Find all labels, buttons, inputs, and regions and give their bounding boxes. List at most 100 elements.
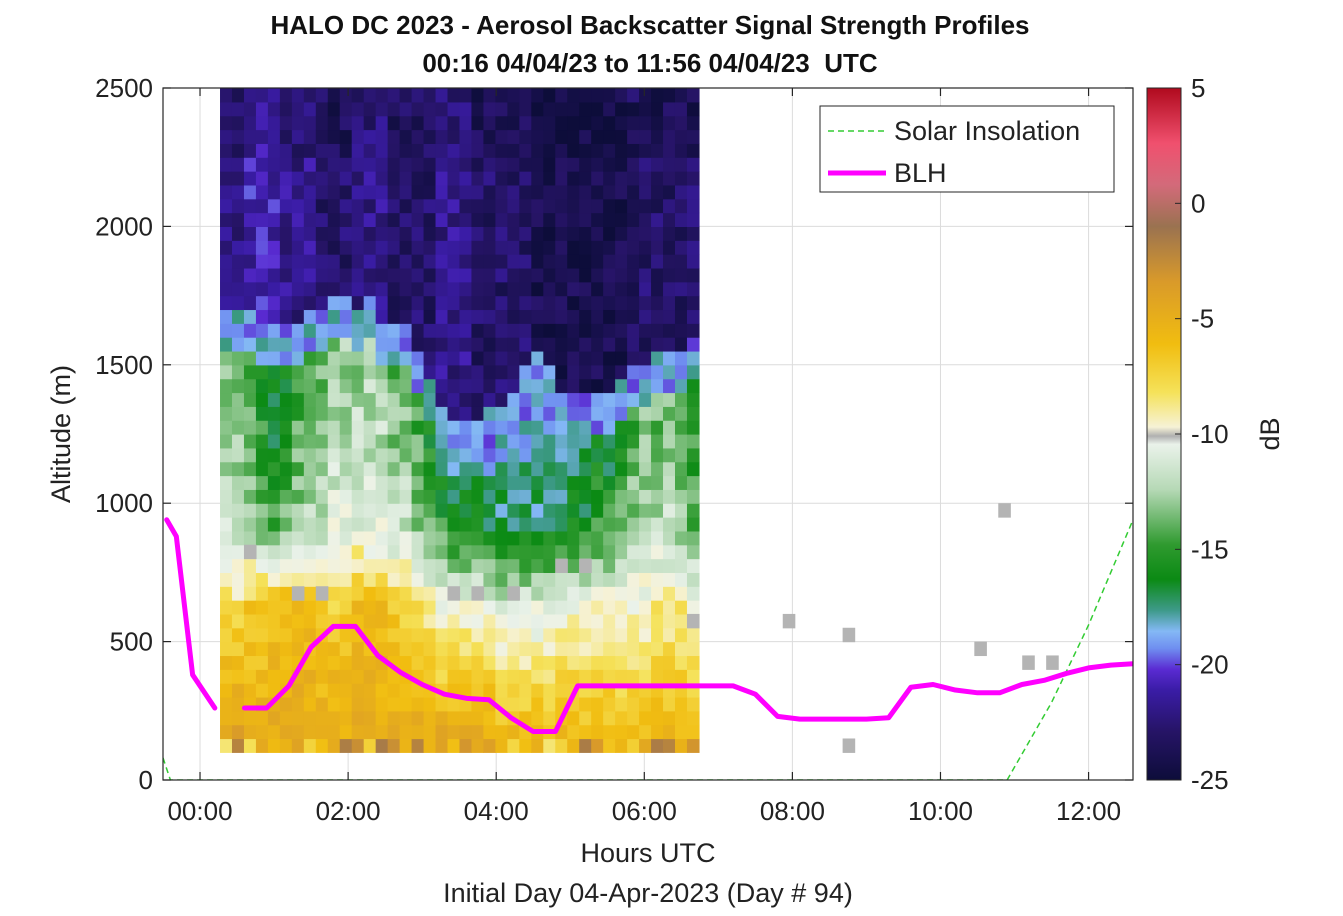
heatmap-cell xyxy=(531,447,544,463)
heatmap-cell xyxy=(651,226,664,241)
heatmap-cell xyxy=(674,710,688,726)
heatmap-cell xyxy=(579,447,592,463)
heatmap-cell xyxy=(291,627,305,643)
heatmap-cell xyxy=(351,267,365,283)
heatmap-cell xyxy=(555,226,568,241)
heatmap-cell xyxy=(543,517,556,532)
heatmap-cell xyxy=(531,101,544,117)
heatmap-cell xyxy=(339,212,353,227)
heatmap-cell xyxy=(279,724,293,740)
heatmap-cell xyxy=(686,267,700,283)
heatmap-cell xyxy=(459,503,473,518)
heatmap-cell xyxy=(555,143,568,158)
heatmap-cell xyxy=(243,295,257,311)
heatmap-cell xyxy=(627,461,640,477)
heatmap-cell xyxy=(686,724,700,740)
heatmap-cell xyxy=(447,641,461,657)
heatmap-cell xyxy=(615,88,628,103)
heatmap-cell xyxy=(447,323,461,338)
heatmap-cell xyxy=(351,683,365,698)
heatmap-cell xyxy=(519,447,532,463)
heatmap-cell xyxy=(399,143,413,158)
heatmap-cell xyxy=(339,171,353,186)
heatmap-cell xyxy=(411,115,425,131)
heatmap-cell xyxy=(639,323,652,338)
heatmap-cell xyxy=(363,489,377,504)
heatmap-cell xyxy=(231,683,245,698)
heatmap-cell xyxy=(483,586,496,601)
heatmap-cell xyxy=(291,115,305,131)
heatmap-cell xyxy=(627,669,640,684)
heatmap-cell xyxy=(231,184,245,200)
heatmap-cell xyxy=(279,323,293,338)
heatmap-cell xyxy=(327,337,341,352)
heatmap-cell xyxy=(531,378,544,394)
heatmap-cell xyxy=(375,337,389,352)
heatmap-cell xyxy=(255,295,269,311)
heatmap-cell xyxy=(615,461,628,477)
heatmap-cell xyxy=(603,295,616,311)
heatmap-cell xyxy=(615,226,628,241)
heatmap-cell xyxy=(447,129,461,144)
heatmap-cell xyxy=(674,738,688,753)
heatmap-cell xyxy=(615,434,628,449)
heatmap-cell xyxy=(507,240,520,255)
heatmap-cell xyxy=(459,683,473,698)
heatmap-cell xyxy=(459,337,473,352)
heatmap-cell xyxy=(375,738,389,753)
heatmap-cell-no-data xyxy=(555,558,568,573)
heatmap-cell xyxy=(351,696,365,712)
heatmap-cell xyxy=(327,420,341,435)
heatmap-cell xyxy=(627,115,640,131)
heatmap-cell xyxy=(615,406,628,421)
heatmap-cell xyxy=(627,530,640,546)
heatmap-cell xyxy=(315,184,329,200)
heatmap-cell xyxy=(387,129,401,144)
heatmap-cell xyxy=(567,600,580,615)
heatmap-cell xyxy=(567,392,580,407)
heatmap-cell xyxy=(375,447,389,463)
heatmap-cell xyxy=(615,309,628,324)
heatmap-cell xyxy=(267,254,281,269)
heatmap-cell xyxy=(507,212,520,227)
heatmap-cell xyxy=(615,655,628,670)
heatmap-cell xyxy=(291,641,305,657)
heatmap-cell xyxy=(363,434,377,449)
heatmap-cell xyxy=(591,281,604,297)
heatmap-cell xyxy=(267,600,281,615)
heatmap-cell xyxy=(220,240,233,255)
heatmap-cell xyxy=(327,240,341,255)
heatmap-cell xyxy=(315,171,329,186)
heatmap-cell xyxy=(220,88,233,103)
heatmap-cell xyxy=(375,157,389,172)
heatmap-cell xyxy=(279,558,293,573)
heatmap-cell xyxy=(399,157,413,172)
heatmap-cell xyxy=(351,530,365,546)
heatmap-cell xyxy=(339,586,353,601)
heatmap-cell xyxy=(567,447,580,463)
heatmap-cell xyxy=(255,281,269,297)
heatmap-cell xyxy=(579,503,592,518)
heatmap-cell xyxy=(471,350,485,366)
heatmap-cell xyxy=(387,613,401,629)
heatmap-cell xyxy=(483,738,496,753)
heatmap-cell xyxy=(579,406,592,421)
heatmap-cell xyxy=(459,254,473,269)
heatmap-cell xyxy=(591,558,604,573)
x-tick-label-3: 06:00 xyxy=(612,796,677,826)
heatmap-cell xyxy=(243,309,257,324)
heatmap-cell xyxy=(603,586,616,601)
heatmap-cell xyxy=(315,129,329,144)
heatmap-cell xyxy=(674,517,688,532)
heatmap-cell xyxy=(686,254,700,269)
heatmap-cell xyxy=(220,503,233,518)
heatmap-cell xyxy=(423,710,437,726)
heatmap-cell xyxy=(387,88,401,103)
heatmap-cell xyxy=(651,738,664,753)
heatmap-cell xyxy=(627,489,640,504)
heatmap-cell xyxy=(327,489,341,504)
heatmap-cell xyxy=(579,323,592,338)
heatmap-cell xyxy=(435,503,449,518)
heatmap-cell xyxy=(231,392,245,407)
heatmap-cell xyxy=(387,392,401,407)
